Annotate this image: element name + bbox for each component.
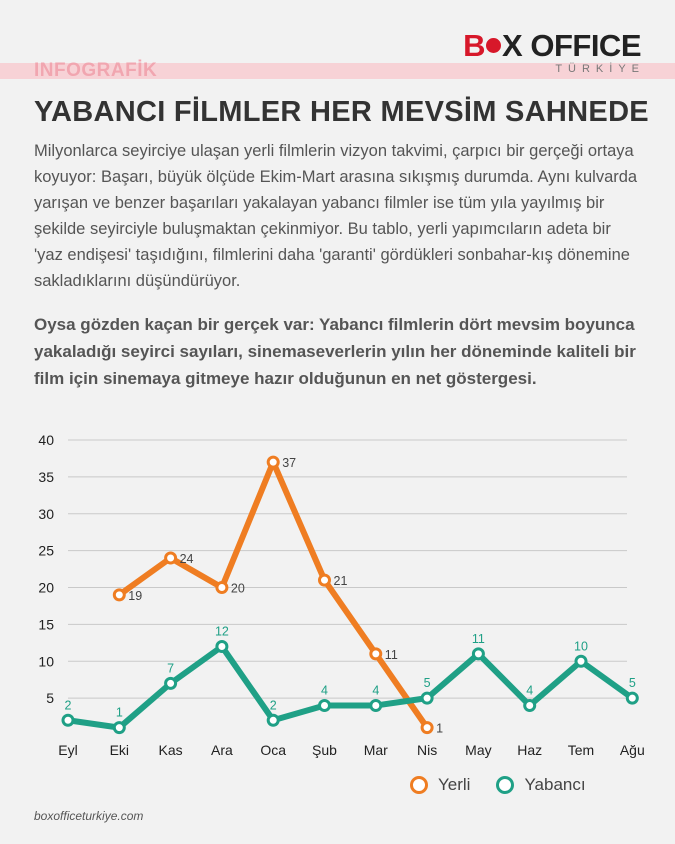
- x-tick-label: Tem: [568, 742, 594, 758]
- data-label: 1: [436, 722, 443, 736]
- x-tick-label: Ağu: [620, 742, 645, 758]
- chart-legend: Yerli Yabancı: [410, 775, 612, 795]
- data-label: 4: [372, 684, 379, 698]
- x-tick-label: Mar: [364, 742, 388, 758]
- data-label: 21: [334, 574, 348, 588]
- legend-item-yerli: Yerli: [410, 775, 470, 795]
- data-point: [369, 647, 383, 661]
- data-label: 5: [629, 676, 636, 690]
- data-point: [471, 647, 485, 661]
- data-point: [215, 581, 229, 594]
- data-point: [266, 713, 280, 727]
- data-point: [318, 573, 331, 587]
- data-point: [61, 713, 75, 727]
- page-title: YABANCI FİLMLER HER MEVSİM SAHNEDE: [34, 96, 649, 128]
- data-point: [574, 654, 588, 668]
- x-tick-label: Haz: [517, 742, 542, 758]
- series-line: [65, 643, 636, 731]
- data-label: 7: [167, 661, 174, 675]
- x-tick-label: Şub: [312, 742, 337, 758]
- highlight-paragraph: Oysa gözden kaçan bir gerçek var: Yabanc…: [34, 315, 636, 388]
- legend-label-yabanci: Yabancı: [524, 775, 586, 794]
- y-tick-label: 5: [46, 690, 54, 706]
- data-label: 4: [321, 684, 328, 698]
- legend-marker-yerli: [410, 776, 428, 794]
- data-label: 2: [65, 698, 72, 712]
- x-tick-label: Eki: [110, 742, 129, 758]
- logo-letter: B: [463, 28, 486, 63]
- data-point: [523, 699, 537, 712]
- data-label: 37: [282, 456, 296, 470]
- legend-label-yerli: Yerli: [438, 775, 471, 794]
- data-point: [215, 640, 229, 653]
- legend-marker-yabanci: [496, 776, 515, 794]
- data-label: 11: [385, 648, 398, 662]
- x-tick-label: Ara: [211, 742, 233, 758]
- data-label: 20: [231, 582, 245, 596]
- y-tick-label: 25: [38, 543, 54, 559]
- y-tick-label: 10: [38, 653, 54, 669]
- intro-paragraph: Milyonlarca seyirciye ulaşan yerli filml…: [34, 142, 638, 290]
- x-tick-label: Eyl: [58, 742, 77, 758]
- data-label: 11: [472, 632, 485, 646]
- x-tick-label: May: [465, 742, 491, 758]
- data-label: 12: [215, 625, 229, 639]
- y-tick-label: 40: [38, 432, 54, 448]
- logo-text: B X OFFICE: [463, 30, 641, 62]
- data-point: [266, 455, 280, 469]
- data-point: [164, 676, 178, 690]
- source-credit: boxofficeturkiye.com: [34, 809, 144, 823]
- y-tick-label: 15: [38, 616, 54, 632]
- logo-word: X OFFICE: [502, 28, 641, 63]
- data-label: 10: [574, 639, 588, 653]
- logo-subtitle: TÜRKİYE: [555, 63, 645, 75]
- data-label: 24: [180, 552, 194, 566]
- data-point: [318, 699, 331, 712]
- data-point: [369, 699, 383, 712]
- data-point: [420, 721, 434, 735]
- data-label: 5: [424, 676, 431, 690]
- section-label: INFOGRAFİK: [34, 60, 158, 81]
- data-point: [112, 588, 126, 602]
- legend-item-yabanci: Yabancı: [496, 775, 586, 795]
- data-label: 1: [116, 706, 123, 720]
- data-label: 19: [128, 589, 142, 603]
- data-point: [164, 551, 178, 565]
- x-tick-label: Nis: [417, 742, 437, 758]
- y-tick-label: 30: [38, 506, 54, 522]
- header-band: [0, 63, 675, 79]
- data-point: [420, 691, 434, 705]
- x-tick-label: Kas: [159, 742, 183, 758]
- y-tick-label: 35: [38, 469, 54, 485]
- data-point: [625, 691, 639, 705]
- logo-dot-icon: [486, 38, 502, 53]
- data-label: 4: [526, 684, 533, 698]
- y-tick-label: 20: [38, 580, 54, 596]
- data-point: [112, 721, 126, 735]
- data-label: 2: [270, 698, 277, 712]
- x-tick-label: Oca: [260, 742, 286, 758]
